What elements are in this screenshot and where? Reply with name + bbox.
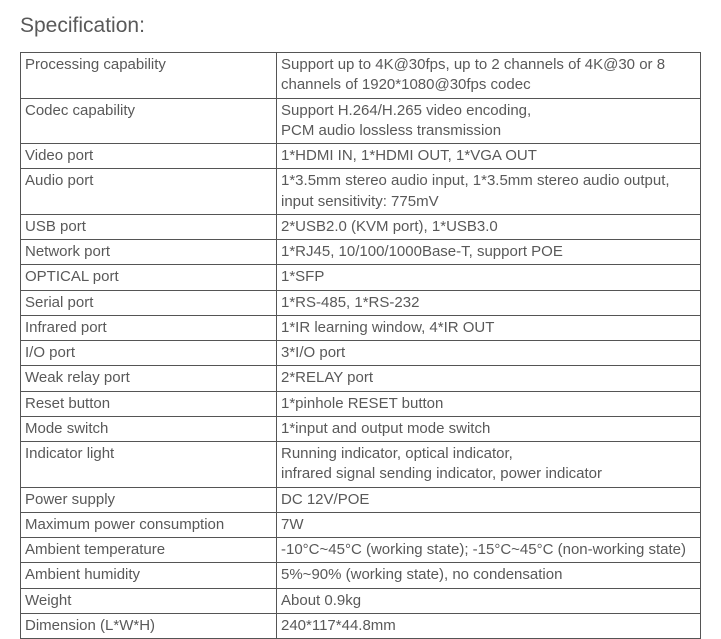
spec-label: Power supply: [21, 487, 277, 512]
spec-label: Ambient humidity: [21, 563, 277, 588]
spec-label: Serial port: [21, 290, 277, 315]
table-row: Processing capabilitySupport up to 4K@30…: [21, 53, 701, 99]
spec-value: 1*RJ45, 10/100/1000Base-T, support POE: [277, 240, 701, 265]
spec-value: Support H.264/H.265 video encoding,PCM a…: [277, 98, 701, 144]
spec-value: 1*HDMI IN, 1*HDMI OUT, 1*VGA OUT: [277, 144, 701, 169]
spec-label: Ambient temperature: [21, 538, 277, 563]
spec-value: 1*3.5mm stereo audio input, 1*3.5mm ster…: [277, 169, 701, 215]
spec-label: Network port: [21, 240, 277, 265]
table-row: Indicator lightRunning indicator, optica…: [21, 442, 701, 488]
spec-value: Support up to 4K@30fps, up to 2 channels…: [277, 53, 701, 99]
table-row: Video port1*HDMI IN, 1*HDMI OUT, 1*VGA O…: [21, 144, 701, 169]
table-row: Codec capabilitySupport H.264/H.265 vide…: [21, 98, 701, 144]
spec-value: 2*RELAY port: [277, 366, 701, 391]
spec-label: Dimension (L*W*H): [21, 613, 277, 638]
spec-value: -10°C~45°C (working state); -15°C~45°C (…: [277, 538, 701, 563]
spec-label: Maximum power consumption: [21, 512, 277, 537]
spec-value: 2*USB2.0 (KVM port), 1*USB3.0: [277, 214, 701, 239]
table-row: Maximum power consumption7W: [21, 512, 701, 537]
table-row: Reset button1*pinhole RESET button: [21, 391, 701, 416]
table-row: Ambient humidity5%~90% (working state), …: [21, 563, 701, 588]
table-row: Network port1*RJ45, 10/100/1000Base-T, s…: [21, 240, 701, 265]
spec-label: Indicator light: [21, 442, 277, 488]
table-row: OPTICAL port1*SFP: [21, 265, 701, 290]
spec-value: Running indicator, optical indicator,inf…: [277, 442, 701, 488]
table-row: Power supplyDC 12V/POE: [21, 487, 701, 512]
spec-label: Weight: [21, 588, 277, 613]
table-row: USB port2*USB2.0 (KVM port), 1*USB3.0: [21, 214, 701, 239]
spec-label: Mode switch: [21, 416, 277, 441]
table-row: WeightAbout 0.9kg: [21, 588, 701, 613]
spec-label: OPTICAL port: [21, 265, 277, 290]
spec-value: DC 12V/POE: [277, 487, 701, 512]
spec-value: 1*SFP: [277, 265, 701, 290]
section-title: Specification:: [20, 14, 701, 38]
table-row: Ambient temperature-10°C~45°C (working s…: [21, 538, 701, 563]
specification-table: Processing capabilitySupport up to 4K@30…: [20, 52, 701, 639]
spec-label: Reset button: [21, 391, 277, 416]
spec-label: Audio port: [21, 169, 277, 215]
spec-label: Weak relay port: [21, 366, 277, 391]
spec-value: 1*RS-485, 1*RS-232: [277, 290, 701, 315]
spec-value: 1*IR learning window, 4*IR OUT: [277, 315, 701, 340]
table-row: Infrared port1*IR learning window, 4*IR …: [21, 315, 701, 340]
spec-value: 240*117*44.8mm: [277, 613, 701, 638]
spec-value: 1*pinhole RESET button: [277, 391, 701, 416]
spec-label: I/O port: [21, 341, 277, 366]
spec-value: 1*input and output mode switch: [277, 416, 701, 441]
spec-label: USB port: [21, 214, 277, 239]
table-row: Mode switch1*input and output mode switc…: [21, 416, 701, 441]
spec-label: Video port: [21, 144, 277, 169]
table-row: Audio port1*3.5mm stereo audio input, 1*…: [21, 169, 701, 215]
spec-label: Infrared port: [21, 315, 277, 340]
table-row: Dimension (L*W*H)240*117*44.8mm: [21, 613, 701, 638]
spec-value: 3*I/O port: [277, 341, 701, 366]
spec-value: About 0.9kg: [277, 588, 701, 613]
table-row: Weak relay port2*RELAY port: [21, 366, 701, 391]
spec-label: Processing capability: [21, 53, 277, 99]
spec-label: Codec capability: [21, 98, 277, 144]
table-row: Serial port1*RS-485, 1*RS-232: [21, 290, 701, 315]
spec-value: 7W: [277, 512, 701, 537]
specification-table-body: Processing capabilitySupport up to 4K@30…: [21, 53, 701, 639]
table-row: I/O port3*I/O port: [21, 341, 701, 366]
spec-value: 5%~90% (working state), no condensation: [277, 563, 701, 588]
